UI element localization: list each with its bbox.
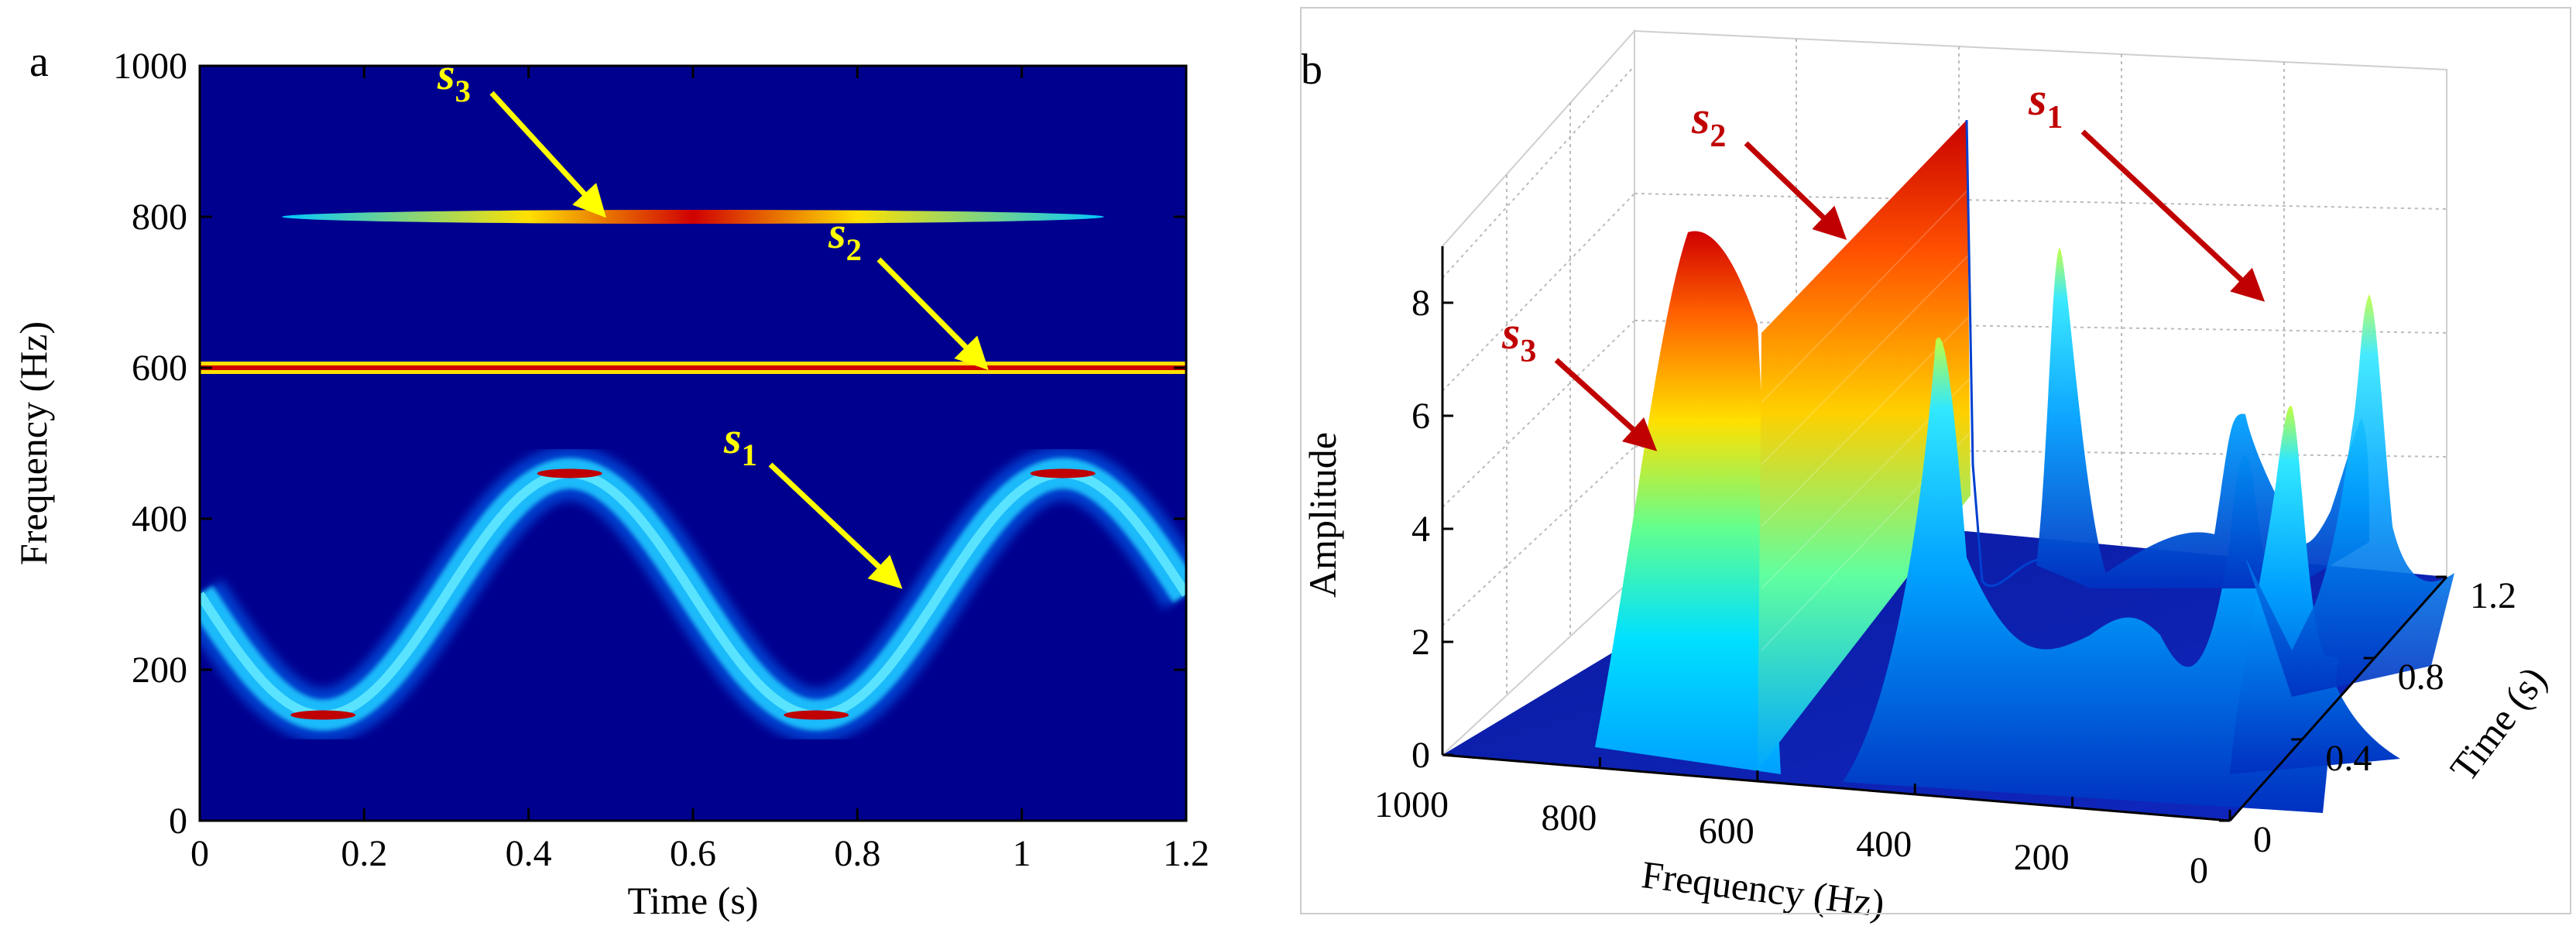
y-tick-label: 0 <box>2253 819 2272 860</box>
x-tick-label: 200 <box>2014 837 2070 878</box>
z-tick-label: 4 <box>1411 509 1430 550</box>
axis-ticks: 0 0.2 0.4 0.6 0.8 1 1.2 0 200 400 600 800 1000 <box>113 46 1209 874</box>
y-tick-label: 1.2 <box>2470 575 2516 616</box>
panel-label-b: b <box>1301 46 1322 94</box>
x-tick-label: 0.4 <box>506 833 552 874</box>
x-tick-label: 1.2 <box>1163 833 1209 874</box>
annotation-s3: s3 <box>437 49 471 108</box>
x-tick-label: 800 <box>1541 797 1597 839</box>
x-tick-label: 600 <box>1699 811 1754 852</box>
x-tick-label: 1000 <box>1374 784 1449 825</box>
annotations: s3 s2 s1 <box>437 49 989 589</box>
z-axis-label: Amplitude <box>1301 432 1344 598</box>
z-tick-label: 6 <box>1411 396 1430 437</box>
annotation-s1: s1 <box>2028 74 2063 135</box>
s1-trough-mark <box>784 710 849 720</box>
annotation-s2: s2 <box>1691 92 1726 154</box>
x-tick-label: 0 <box>190 833 209 874</box>
annotation-s3: s3 <box>1501 307 1536 369</box>
3d-axes <box>1441 246 2448 822</box>
z-tick-label: 0 <box>1411 735 1430 776</box>
annotation-s1: s1 <box>723 413 757 472</box>
z-tick-label: 2 <box>1411 622 1430 663</box>
x-tick-label: 0.8 <box>834 833 880 874</box>
s3-ridge <box>282 210 1104 224</box>
annotation-arrow <box>876 257 989 371</box>
x-axis-label: Frequency (Hz) <box>1639 852 1887 925</box>
panel-border <box>1300 7 2571 914</box>
panel-a: a 0 0.2 0.4 0.6 0.8 1 1.2 0 200 400 600 800 1000 Tim… <box>12 38 1209 922</box>
y-axis-label: Time (s) <box>2441 658 2554 789</box>
annotation-s2: s2 <box>828 207 862 267</box>
y-tick-label: 600 <box>132 348 187 389</box>
s3-peak <box>1595 231 1781 774</box>
annotation-arrow <box>1554 358 1658 451</box>
x-axis-label: Time (s) <box>627 879 758 922</box>
x-tick-label: 0 <box>2190 850 2208 891</box>
x-tick-label: 1 <box>1013 833 1031 874</box>
axis-ticks: 0 2 4 6 8 1000 800 600 400 200 0 0 0.4 0.8 1.2 <box>1374 283 2516 891</box>
y-tick-label: 0.8 <box>2398 657 2444 698</box>
x-tick-label: 0.2 <box>341 833 387 874</box>
y-tick-label: 0.4 <box>2325 738 2372 779</box>
panel-label-a: a <box>29 38 49 86</box>
annotation-arrow <box>768 462 903 589</box>
s1-peak-mark <box>537 468 602 478</box>
s1-ridge-core <box>200 468 1186 720</box>
z-tick-label: 8 <box>1411 283 1430 324</box>
y-tick-label: 1000 <box>113 46 187 87</box>
annotation-arrow <box>489 91 606 218</box>
y-tick-label: 0 <box>169 801 187 842</box>
s1-trough-mark <box>290 710 356 720</box>
y-axis-label: Frequency (Hz) <box>12 321 55 565</box>
spectrogram-ridges <box>200 210 1186 743</box>
x-tick-label: 400 <box>1856 824 1912 865</box>
y-tick-label: 800 <box>132 197 187 238</box>
annotation-arrow <box>1744 141 1847 240</box>
y-tick-label: 200 <box>132 650 187 691</box>
annotations: s2 s1 s3 <box>1501 74 2266 451</box>
s1-surface <box>1843 248 2454 814</box>
x-tick-label: 0.6 <box>670 833 716 874</box>
annotation-arrow <box>2080 129 2266 302</box>
s1-peak-mark <box>1030 468 1096 478</box>
panel-b: b <box>1300 7 2571 925</box>
y-tick-label: 400 <box>132 499 187 540</box>
